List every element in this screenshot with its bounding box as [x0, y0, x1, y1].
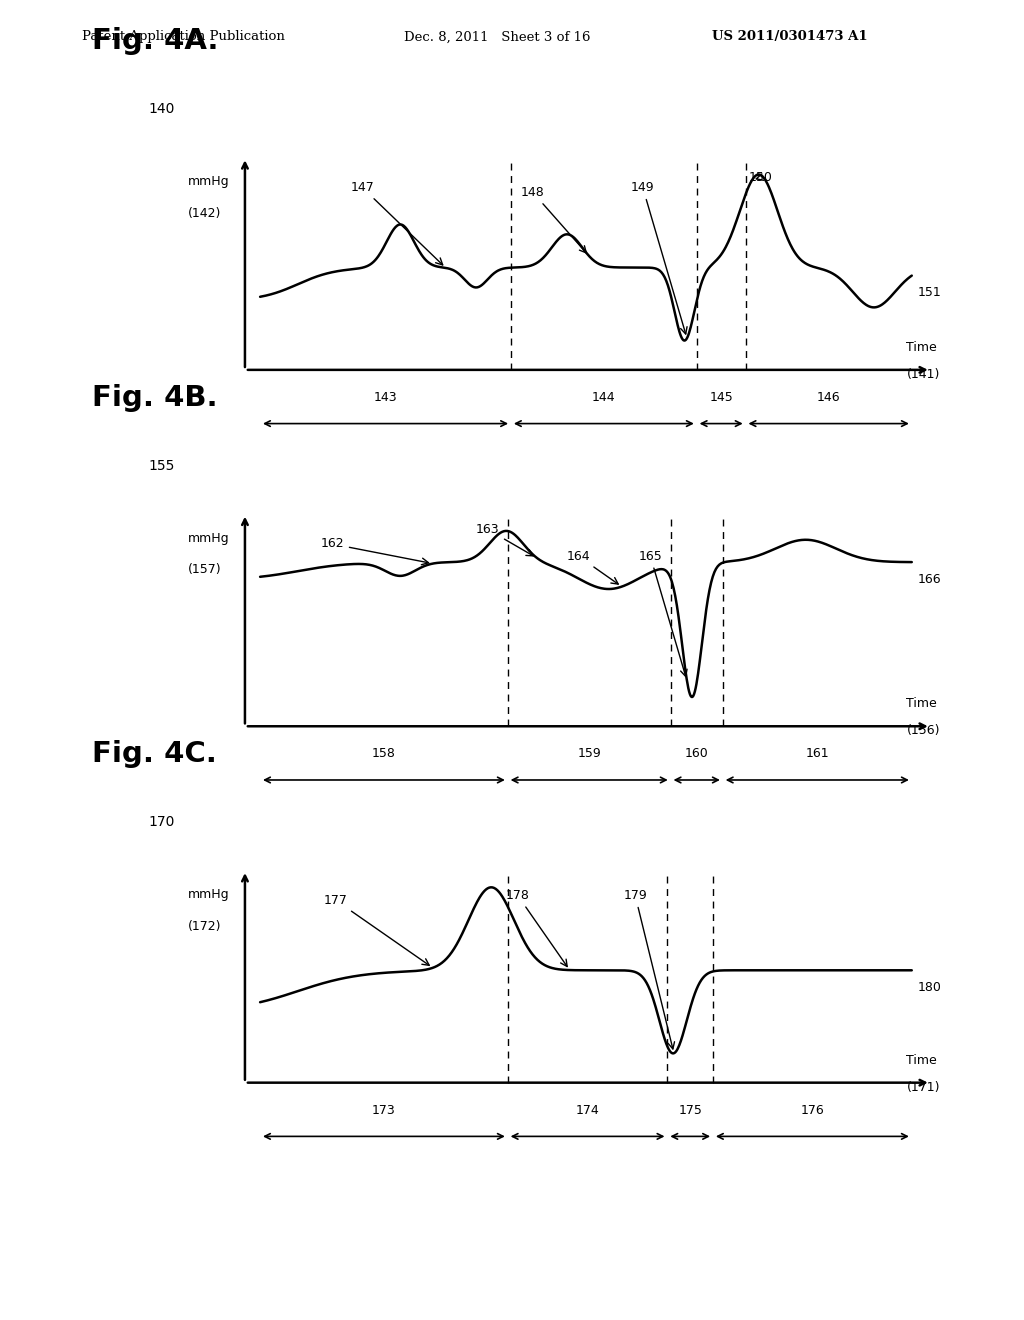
- Text: 147: 147: [350, 181, 442, 265]
- Text: (156): (156): [907, 725, 941, 738]
- Text: Time: Time: [906, 1053, 937, 1067]
- Text: mmHg: mmHg: [188, 176, 229, 189]
- Text: 170: 170: [148, 814, 175, 829]
- Text: 151: 151: [918, 286, 942, 300]
- Text: 158: 158: [372, 747, 396, 760]
- Text: 160: 160: [685, 747, 709, 760]
- Text: mmHg: mmHg: [188, 532, 229, 545]
- Text: 146: 146: [817, 391, 841, 404]
- Text: mmHg: mmHg: [188, 888, 229, 902]
- Text: Patent Application Publication: Patent Application Publication: [82, 30, 285, 44]
- Text: (142): (142): [188, 207, 221, 220]
- Text: Fig. 4B.: Fig. 4B.: [92, 384, 218, 412]
- Text: Fig. 4A.: Fig. 4A.: [92, 28, 219, 55]
- Text: 176: 176: [801, 1104, 824, 1117]
- Text: Dec. 8, 2011   Sheet 3 of 16: Dec. 8, 2011 Sheet 3 of 16: [404, 30, 591, 44]
- Text: Time: Time: [906, 341, 937, 354]
- Text: 173: 173: [372, 1104, 396, 1117]
- Text: (141): (141): [907, 368, 941, 381]
- Text: 162: 162: [321, 537, 428, 565]
- Text: (171): (171): [907, 1081, 941, 1094]
- Text: 177: 177: [324, 894, 429, 965]
- Text: 174: 174: [575, 1104, 599, 1117]
- Text: 166: 166: [918, 573, 941, 586]
- Text: (172): (172): [188, 920, 221, 933]
- Text: Fig. 4C.: Fig. 4C.: [92, 741, 217, 768]
- Text: 164: 164: [566, 549, 618, 585]
- Text: 140: 140: [148, 102, 175, 116]
- Text: 180: 180: [918, 981, 942, 994]
- Text: 159: 159: [578, 747, 601, 760]
- Text: 148: 148: [521, 186, 587, 253]
- Text: 175: 175: [678, 1104, 702, 1117]
- Text: US 2011/0301473 A1: US 2011/0301473 A1: [712, 30, 867, 44]
- Text: 145: 145: [710, 391, 733, 404]
- Text: 179: 179: [624, 888, 675, 1049]
- Text: 163: 163: [475, 523, 534, 556]
- Text: 155: 155: [148, 458, 175, 473]
- Text: 178: 178: [506, 888, 567, 966]
- Text: (157): (157): [188, 564, 222, 577]
- Text: Time: Time: [906, 697, 937, 710]
- Text: 149: 149: [631, 181, 687, 334]
- Text: 143: 143: [374, 391, 397, 404]
- Text: 144: 144: [592, 391, 615, 404]
- Text: 150: 150: [749, 172, 772, 185]
- Text: 161: 161: [806, 747, 829, 760]
- Text: 165: 165: [639, 549, 687, 676]
